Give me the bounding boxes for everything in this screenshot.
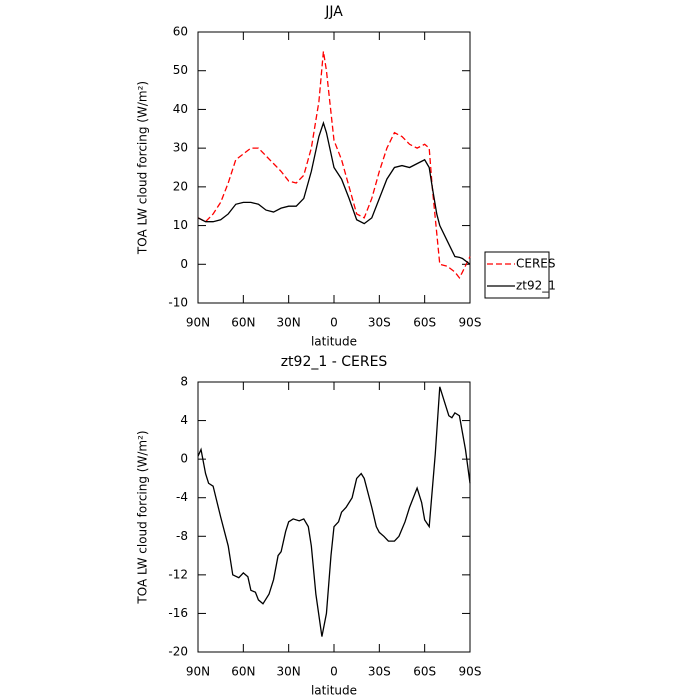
x-tick-label: 90S [459,316,482,330]
plot-frame [197,31,471,304]
x-tick-label: 90N [186,316,210,330]
data-line [197,386,471,637]
y-tick-label: 30 [173,141,188,155]
x-tick-label: 90N [186,665,210,679]
legend-label: zt92_1 [516,279,556,293]
chart-title: zt92_1 - CERES [281,354,388,370]
y-tick-label: 8 [180,375,188,389]
x-tick-label: 0 [330,316,338,330]
y-tick-label: 0 [180,257,188,271]
x-tick-label: 60N [231,665,255,679]
x-tick-label: 30N [277,665,301,679]
y-tick-label: -12 [168,567,188,581]
x-tick-label: 90S [459,665,482,679]
y-axis-label: TOA LW cloud forcing (W/m²) [136,430,150,604]
x-axis-label: latitude [311,335,357,349]
y-tick-label: 50 [173,63,188,77]
y-tick-label: -20 [168,645,188,659]
x-tick-label: 0 [330,665,338,679]
y-tick-label: -8 [176,529,188,543]
data-line [197,51,471,280]
y-tick-label: 4 [180,413,188,427]
y-axis-label: TOA LW cloud forcing (W/m²) [136,81,150,255]
legend-box [484,251,550,299]
y-tick-label: 0 [180,452,188,466]
x-axis-label: latitude [311,684,357,698]
x-tick-label: 30N [277,316,301,330]
data-line [197,120,471,265]
x-tick-label: 60N [231,316,255,330]
y-tick-label: -10 [168,296,188,310]
x-tick-label: 60S [413,665,436,679]
y-tick-label: 60 [173,25,188,39]
legend-label: CERES [516,257,556,271]
x-tick-label: 60S [413,316,436,330]
plot-frame [197,381,471,653]
y-tick-label: 40 [173,102,188,116]
y-tick-label: -16 [168,606,188,620]
y-tick-label: 20 [173,179,188,193]
x-tick-label: 30S [368,316,391,330]
chart-title: JJA [324,4,343,20]
x-tick-label: 30S [368,665,391,679]
y-tick-label: -4 [176,490,188,504]
y-tick-label: 10 [173,218,188,232]
